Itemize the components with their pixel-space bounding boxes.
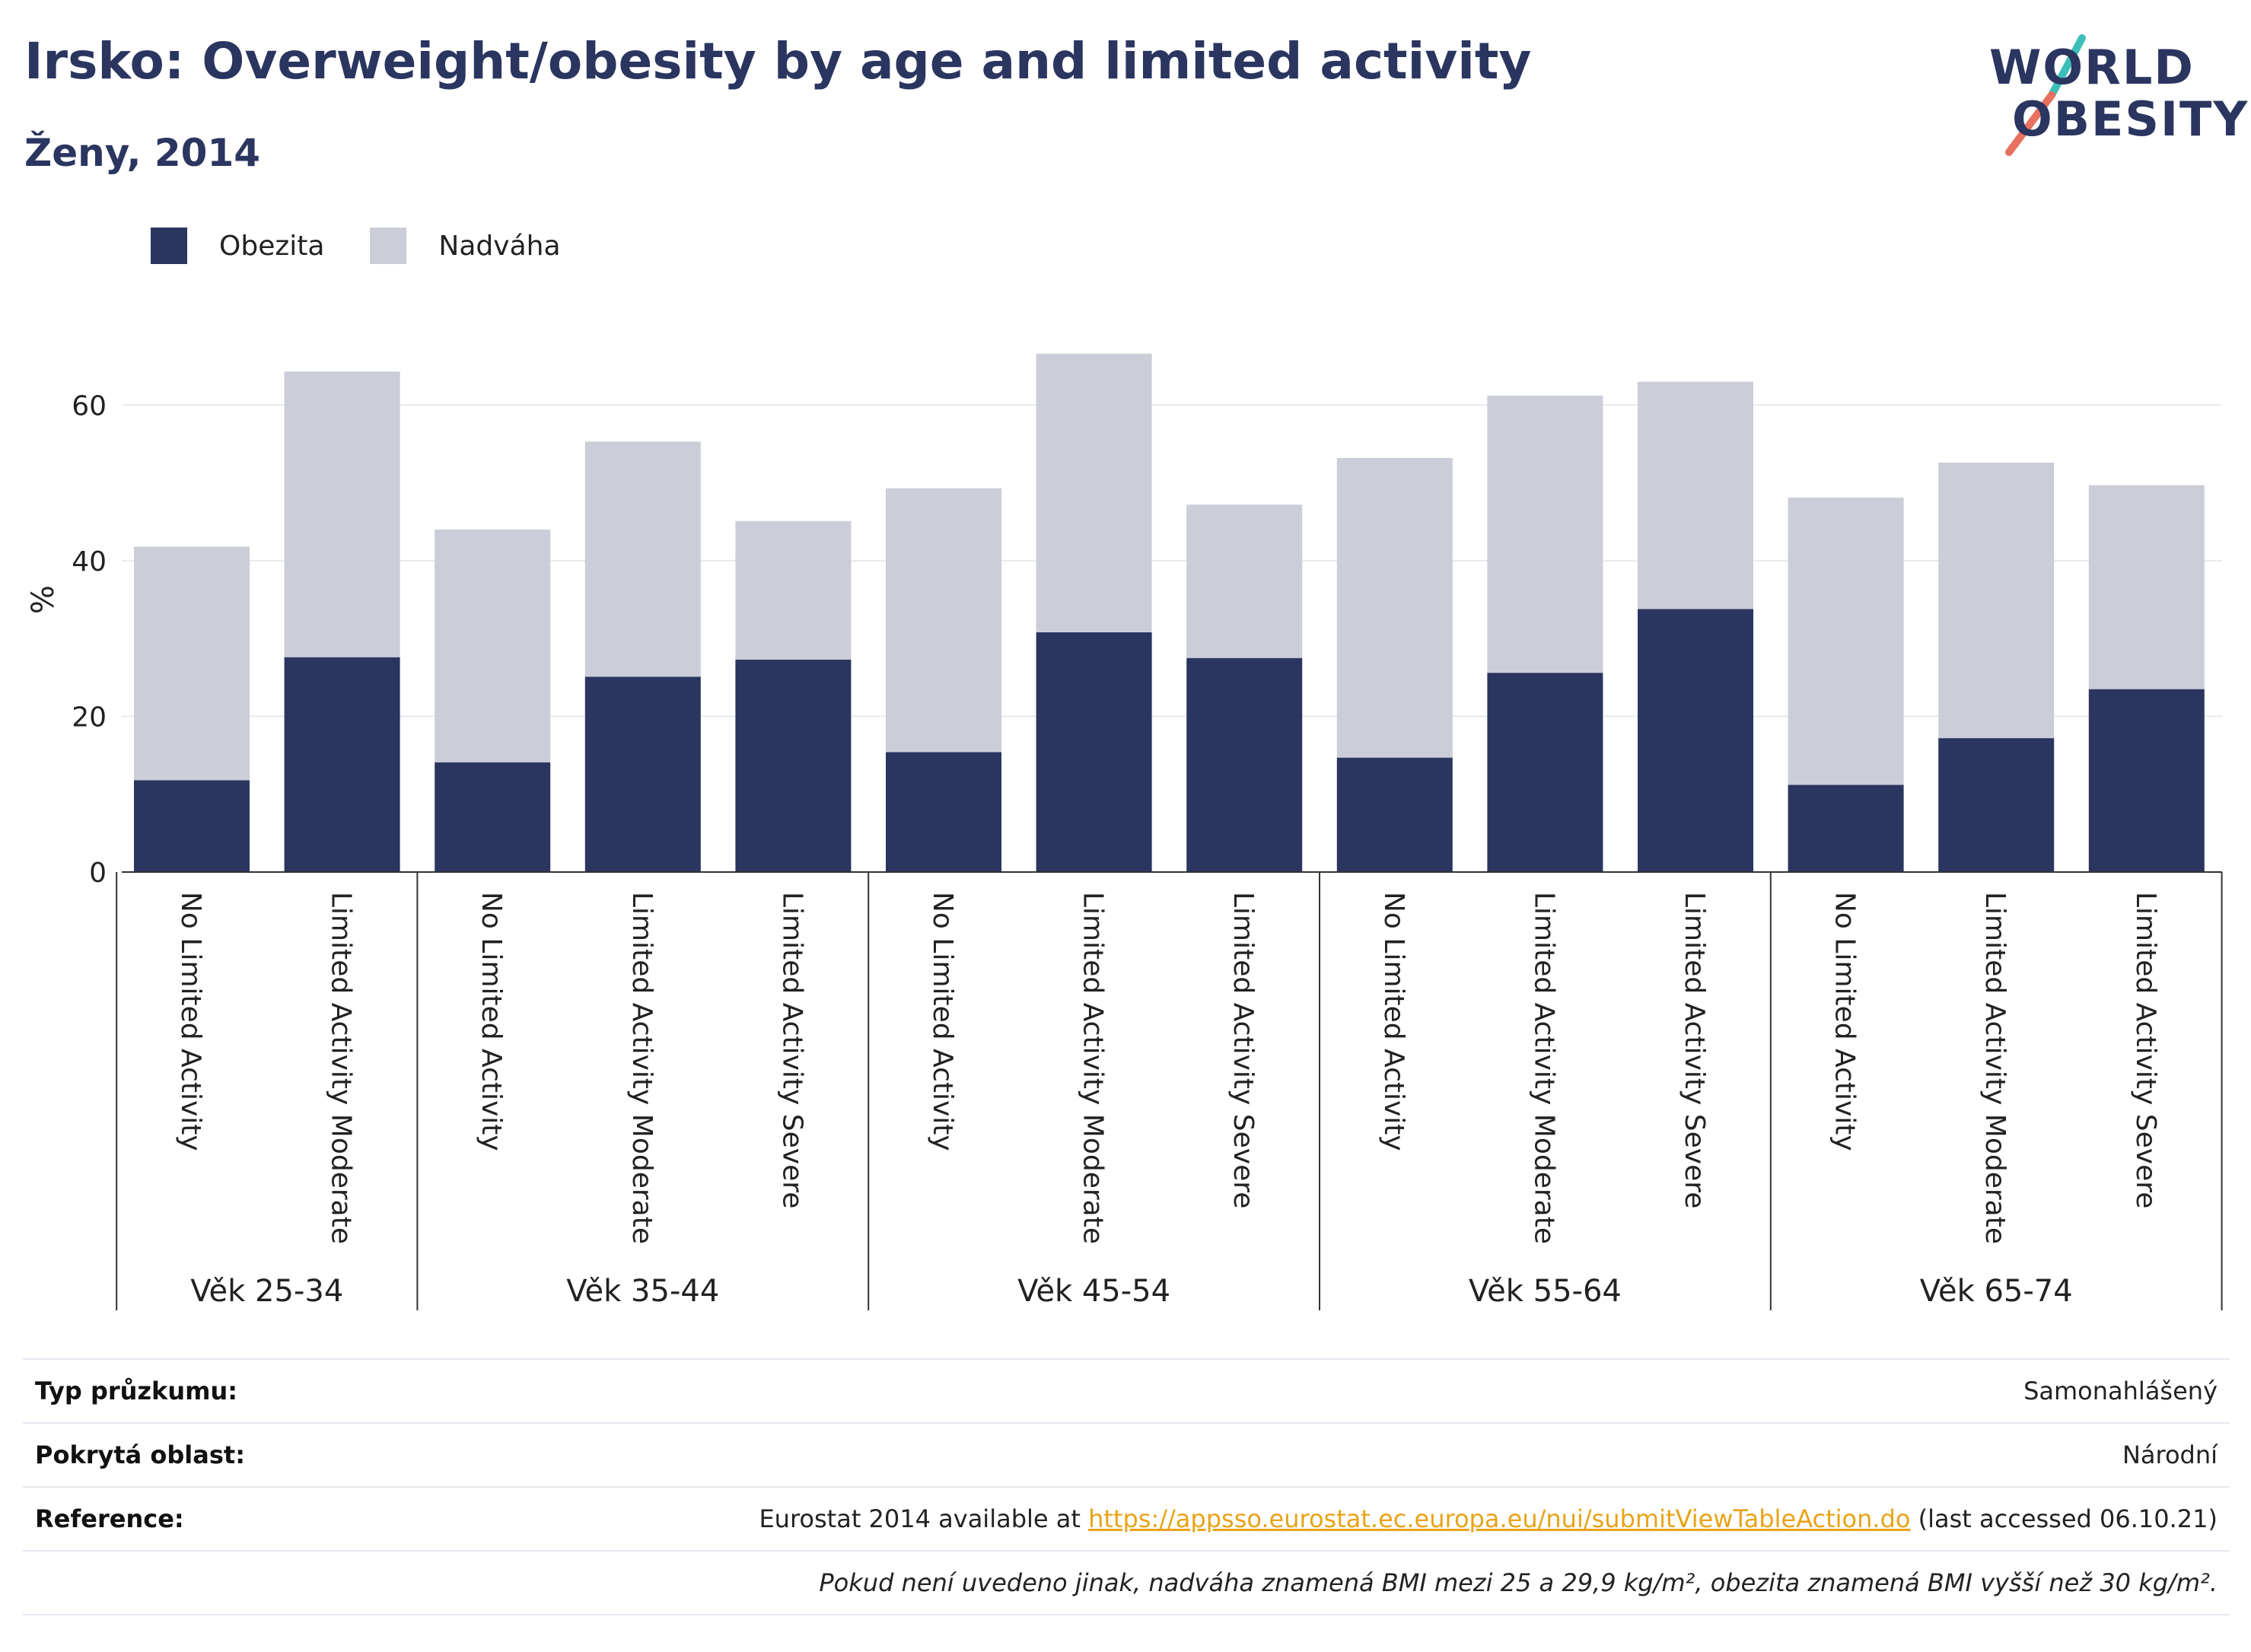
bmi-definition-note: Pokud není uvedeno jinak, nadváha znamen… <box>819 1568 2218 1597</box>
y-tick-label: 60 <box>72 390 107 422</box>
bar-overweight[interactable] <box>1336 457 1453 758</box>
meta-row-survey-type: Typ průzkumu: Samonahlášený <box>23 1358 2230 1422</box>
x-category-label: Limited Activity Moderate <box>1078 892 1109 1244</box>
x-category-label: Limited Activity Moderate <box>1528 892 1559 1244</box>
bar-overweight[interactable] <box>284 371 400 657</box>
reference-prefix: Eurostat 2014 available at <box>759 1504 1089 1533</box>
x-category-label: No Limited Activity <box>175 892 206 1151</box>
bar-obesity[interactable] <box>2088 689 2205 872</box>
x-group-label: Věk 35-44 <box>566 1274 719 1309</box>
bar-obesity[interactable] <box>134 780 250 872</box>
bar-overweight[interactable] <box>134 546 250 781</box>
bar-chart: 0 20 40 60% No Limited Activity Limited Activ… <box>26 353 2223 1310</box>
x-group-label: Věk 25-34 <box>190 1274 343 1309</box>
bar-obesity[interactable] <box>1788 785 1904 872</box>
legend-label-obesity: Obezita <box>219 230 325 262</box>
meta-row-coverage: Pokrytá oblast: Národní <box>23 1422 2230 1486</box>
x-category-label: Limited Activity Moderate <box>1979 892 2011 1244</box>
meta-key-survey-type: Typ průzkumu: <box>35 1377 238 1405</box>
x-category-label: No Limited Activity <box>1829 892 1861 1151</box>
logo-word-obesity: OBESITY <box>2012 91 2249 147</box>
bar-overweight[interactable] <box>2088 485 2205 689</box>
reference-link[interactable]: https://appsso.eurostat.ec.europa.eu/nui… <box>1088 1504 1911 1533</box>
metadata-table: Typ průzkumu: Samonahlášený Pokrytá obla… <box>23 1358 2230 1615</box>
page-subtitle: Ženy, 2014 <box>24 131 261 175</box>
chart-legend: Obezita Nadváha <box>151 227 607 265</box>
bar-obesity[interactable] <box>735 659 852 872</box>
legend-swatch-obesity <box>151 228 187 264</box>
bar-obesity[interactable] <box>1487 673 1603 872</box>
x-category-label: No Limited Activity <box>1378 892 1409 1151</box>
y-axis-label: % <box>26 585 61 614</box>
bar-obesity[interactable] <box>886 752 1001 872</box>
x-category-label: Limited Activity Severe <box>2130 892 2161 1208</box>
legend-label-overweight: Nadváha <box>438 230 561 262</box>
x-group-label: Věk 55-64 <box>1469 1274 1622 1309</box>
world-obesity-logo: WORLD OBESITY <box>1979 23 2247 160</box>
bar-overweight[interactable] <box>1638 381 1753 610</box>
page-title: Irsko: Overweight/obesity by age and lim… <box>24 32 1532 91</box>
bar-overweight[interactable] <box>435 529 551 762</box>
bar-overweight[interactable] <box>886 488 1001 753</box>
legend-item-overweight[interactable]: Nadváha <box>370 228 561 264</box>
bar-obesity[interactable] <box>1638 609 1753 872</box>
meta-key-reference: Reference: <box>35 1504 184 1533</box>
x-group-label: Věk 65-74 <box>1920 1274 2073 1309</box>
x-category-label: Limited Activity Severe <box>776 892 807 1208</box>
bar-obesity[interactable] <box>1036 632 1152 872</box>
x-category-label: Limited Activity Severe <box>1227 892 1259 1208</box>
legend-swatch-overweight <box>370 228 407 264</box>
meta-value-reference: Eurostat 2014 available at https://appss… <box>759 1504 2230 1533</box>
x-category-label: No Limited Activity <box>927 892 958 1151</box>
bar-overweight[interactable] <box>735 520 852 660</box>
x-group-label: Věk 45-54 <box>1017 1274 1170 1309</box>
meta-row-reference: Reference: Eurostat 2014 available at ht… <box>23 1486 2230 1550</box>
reference-suffix: (last accessed 06.10.21) <box>1910 1504 2218 1533</box>
meta-value-coverage: Národní <box>2122 1440 2218 1469</box>
bar-overweight[interactable] <box>1036 353 1152 632</box>
bar-obesity[interactable] <box>1938 738 2055 872</box>
x-category-label: Limited Activity Moderate <box>326 892 357 1244</box>
bar-overweight[interactable] <box>1938 462 2055 739</box>
x-category-label: Limited Activity Moderate <box>626 892 657 1244</box>
bar-obesity[interactable] <box>1336 757 1453 872</box>
bar-overweight[interactable] <box>1487 396 1603 673</box>
y-tick-label: 0 <box>89 858 107 889</box>
bar-obesity[interactable] <box>284 657 400 872</box>
legend-item-obesity[interactable]: Obezita <box>151 228 324 264</box>
x-category-label: No Limited Activity <box>476 892 507 1151</box>
bar-obesity[interactable] <box>1186 657 1303 872</box>
y-tick-label: 20 <box>72 702 107 733</box>
bar-overweight[interactable] <box>1788 498 1904 785</box>
y-tick-label: 40 <box>72 546 107 578</box>
logo-word-world: WORLD <box>1989 40 2195 95</box>
meta-key-coverage: Pokrytá oblast: <box>35 1440 245 1469</box>
meta-row-note: Pokud není uvedeno jinak, nadváha znamen… <box>23 1550 2230 1615</box>
logo-slash-icon <box>2005 34 2086 156</box>
meta-value-survey-type: Samonahlášený <box>2023 1377 2218 1405</box>
bar-obesity[interactable] <box>435 762 551 872</box>
bar-obesity[interactable] <box>584 676 701 872</box>
x-category-label: Limited Activity Severe <box>1679 892 1710 1208</box>
bar-overweight[interactable] <box>584 441 701 677</box>
bar-overweight[interactable] <box>1186 505 1303 658</box>
